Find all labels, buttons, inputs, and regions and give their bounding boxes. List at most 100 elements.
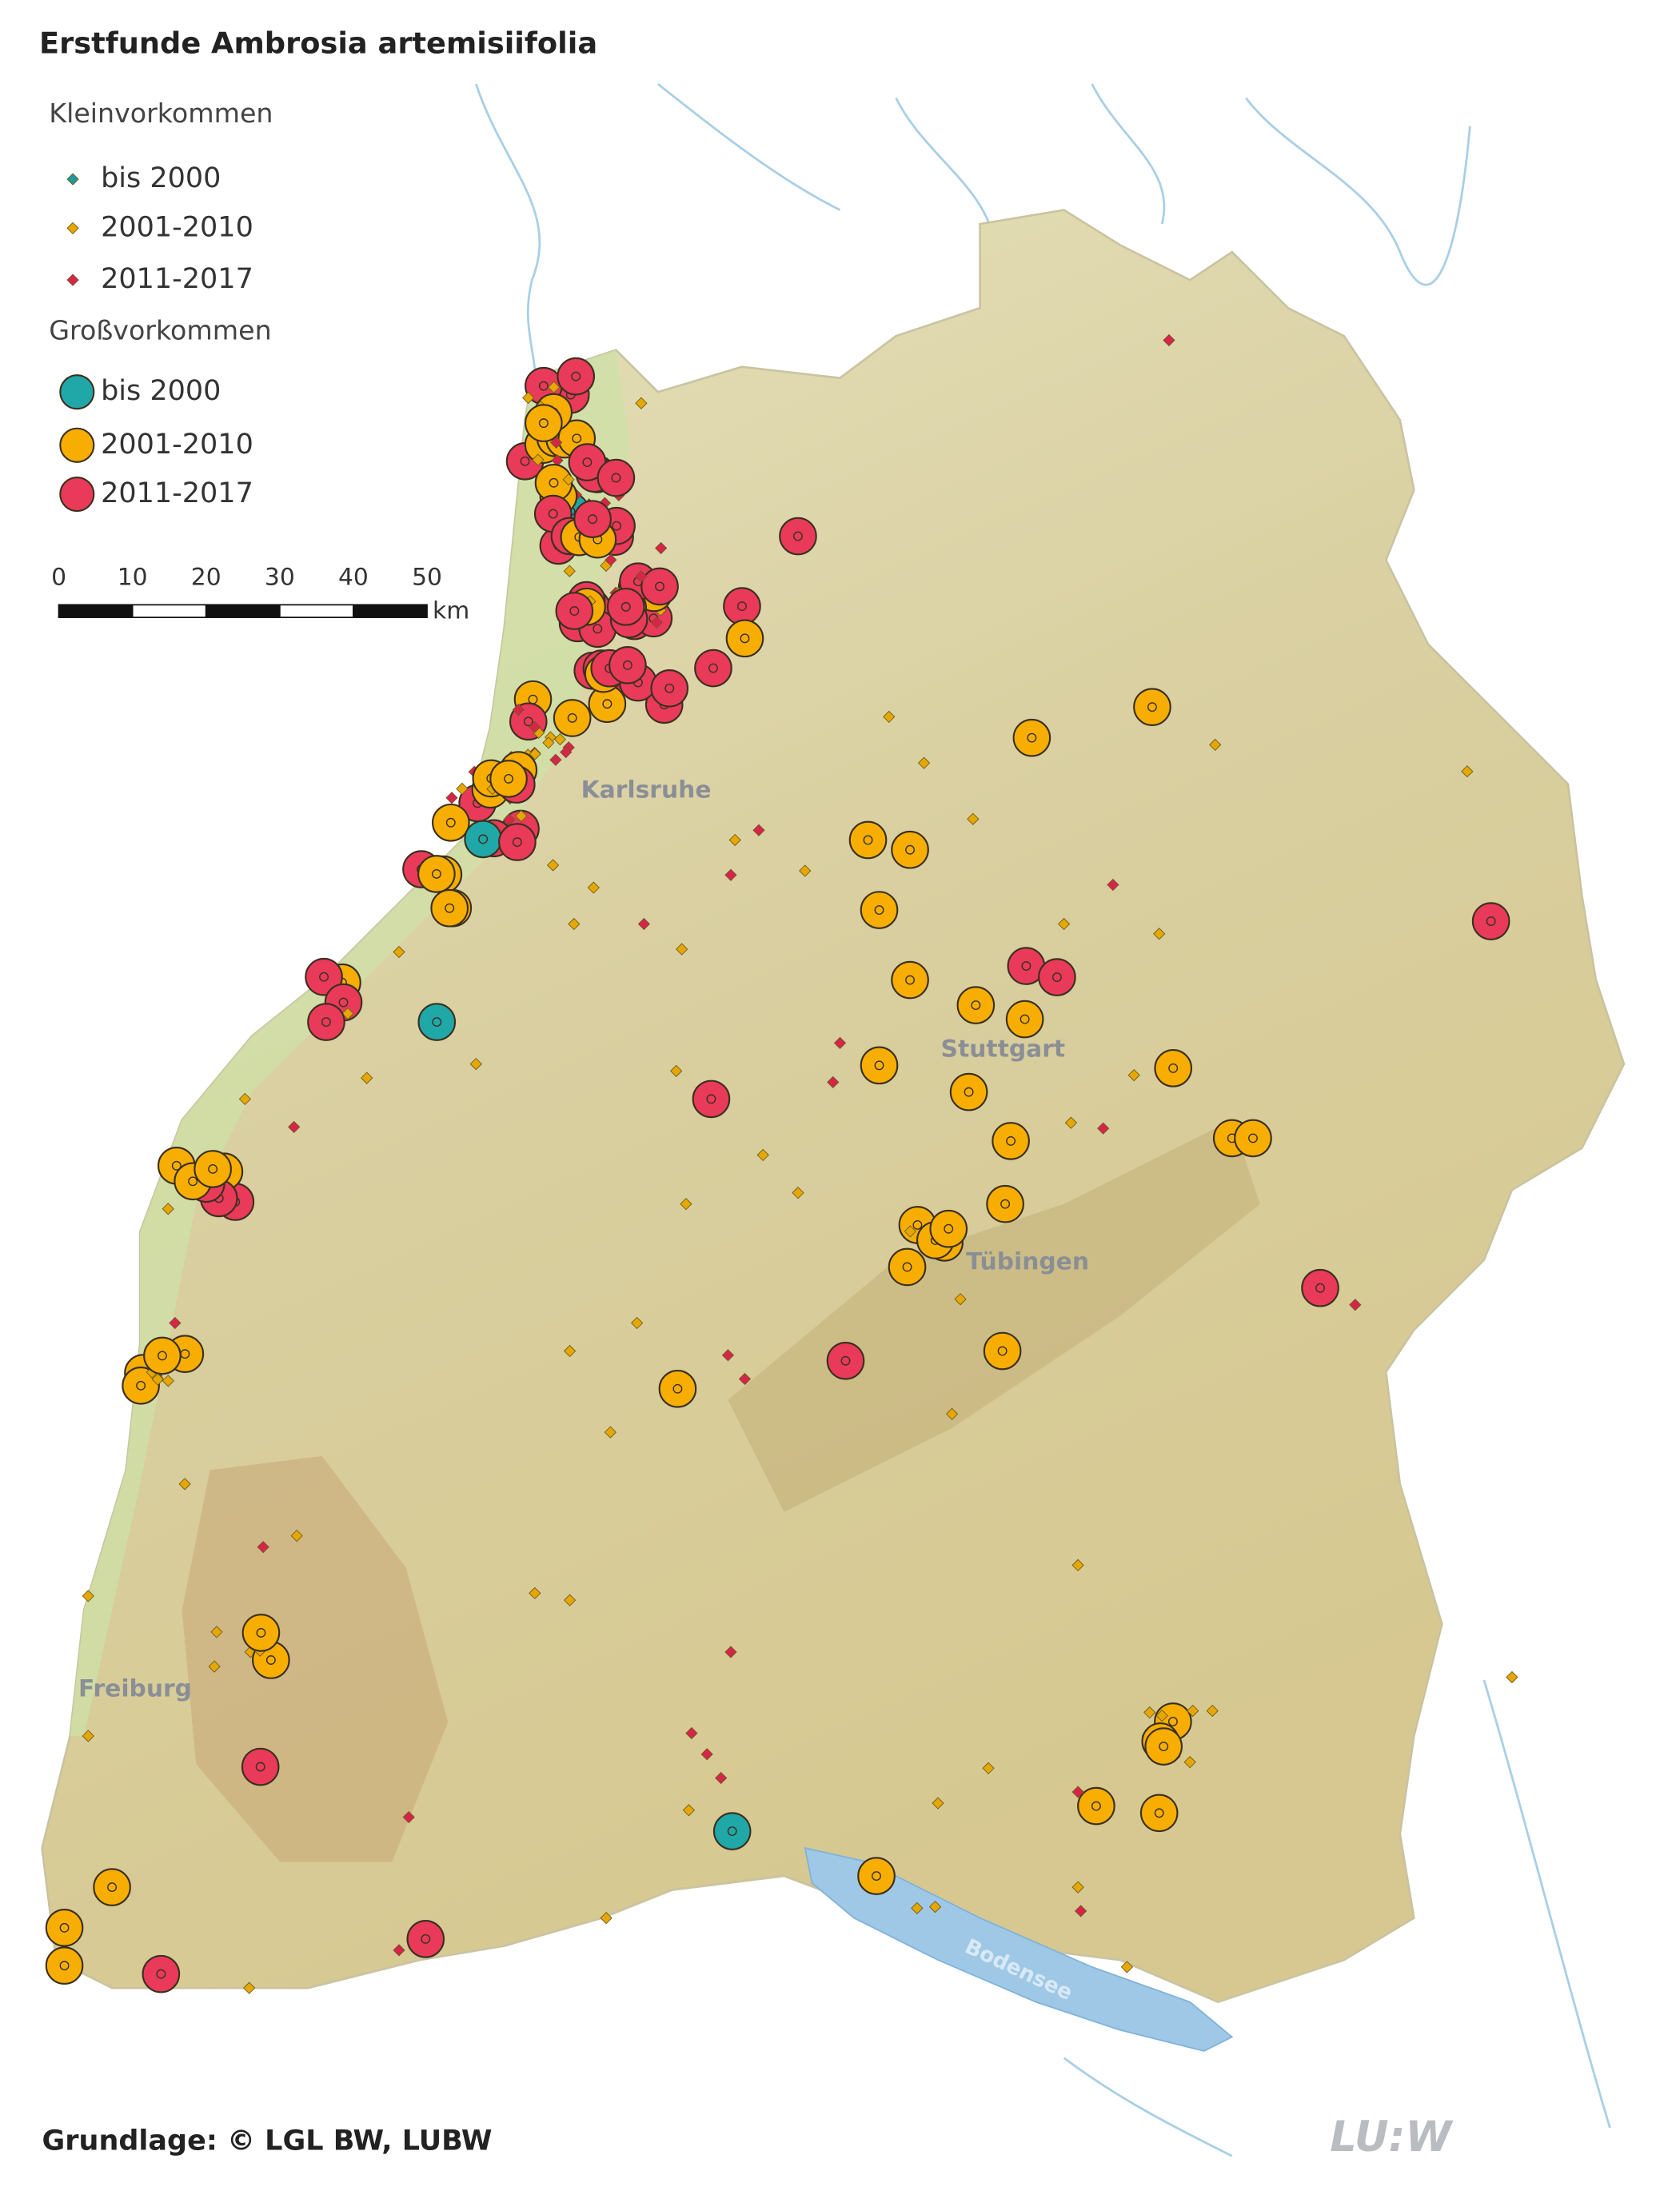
large-find	[1234, 1119, 1272, 1158]
large-find-center	[1167, 1716, 1178, 1726]
large-find	[525, 404, 563, 442]
legend-label: 2011-2017	[101, 263, 253, 295]
small-find	[635, 570, 648, 583]
small-find	[676, 943, 688, 956]
large-find	[891, 830, 929, 869]
scale-label: 40	[338, 564, 369, 592]
large-find	[1005, 1000, 1044, 1039]
small-find	[1071, 1881, 1084, 1894]
legend-symbol	[59, 374, 95, 410]
place-label: Karlsruhe	[581, 776, 712, 804]
large-find	[430, 888, 469, 928]
large-find-center	[478, 834, 489, 844]
large-find-center	[504, 773, 514, 784]
scale-unit: km	[433, 597, 469, 625]
small-find	[169, 1316, 182, 1330]
large-find-center	[655, 581, 664, 592]
small-find	[1107, 878, 1119, 892]
large-find	[658, 1369, 697, 1408]
large-find-center	[1147, 702, 1157, 712]
large-find	[983, 1331, 1022, 1371]
large-find	[606, 588, 645, 626]
small-find	[162, 1203, 174, 1215]
large-find	[609, 646, 647, 684]
large-find-center	[59, 1961, 70, 1971]
small-find	[529, 1586, 541, 1600]
small-find	[1097, 1122, 1110, 1135]
large-find	[888, 1247, 927, 1287]
small-find	[1187, 1704, 1199, 1718]
large-find-center	[1020, 1014, 1030, 1024]
large-find-center	[421, 1934, 431, 1944]
large-find	[986, 1184, 1024, 1223]
small-find	[883, 710, 896, 724]
scale-segment	[131, 604, 207, 618]
small-find	[1209, 738, 1222, 752]
large-find-center	[523, 716, 533, 727]
legend-symbol	[59, 427, 95, 463]
large-find	[417, 1003, 457, 1041]
large-find	[555, 592, 594, 630]
large-find	[553, 699, 592, 737]
small-find	[456, 782, 469, 795]
legend-label: 2001-2010	[101, 429, 253, 461]
small-find	[682, 1804, 696, 1817]
large-find-center	[136, 1380, 146, 1391]
large-find-center	[727, 1826, 737, 1836]
small-find	[728, 833, 741, 847]
small-find	[724, 868, 737, 881]
small-find	[542, 736, 555, 749]
large-find	[848, 820, 888, 860]
small-find	[546, 859, 560, 872]
large-find-center	[1051, 972, 1062, 983]
large-find-center	[1006, 1135, 1016, 1146]
legend-label: 2011-2017	[101, 477, 253, 509]
large-find	[860, 1046, 899, 1085]
large-find	[307, 1003, 345, 1041]
legend-symbol	[66, 221, 79, 235]
large-find-center	[863, 835, 873, 845]
large-find	[1301, 1268, 1339, 1307]
large-find	[860, 891, 899, 929]
swabian-alb	[728, 1119, 1260, 1512]
legend-heading: Kleinvorkommen	[49, 98, 273, 129]
large-find-center	[548, 509, 558, 519]
large-find-center	[572, 433, 582, 444]
large-find-center	[445, 817, 456, 828]
small-find	[290, 1530, 303, 1542]
large-find-center	[571, 371, 581, 381]
small-find	[162, 1375, 174, 1387]
large-find	[45, 1909, 84, 1947]
large-find	[712, 1812, 752, 1850]
large-find-center	[1000, 1199, 1011, 1209]
large-find	[464, 820, 502, 859]
scale-label: 0	[51, 564, 66, 592]
lake	[804, 1846, 1234, 2052]
large-find-center	[208, 1163, 218, 1174]
small-find	[1506, 1670, 1518, 1684]
large-find-center	[912, 1219, 923, 1230]
large-find-center	[872, 1871, 881, 1882]
large-find	[692, 1080, 731, 1119]
small-find	[911, 1902, 924, 1914]
large-find	[194, 1150, 232, 1188]
large-find	[1133, 688, 1171, 726]
large-find	[45, 1946, 84, 1985]
large-find-center	[171, 1160, 182, 1171]
small-find	[549, 753, 562, 766]
large-find-center	[520, 456, 530, 466]
scale-label: 30	[265, 564, 295, 592]
small-find	[967, 812, 980, 825]
large-find	[725, 619, 764, 658]
small-find	[563, 1594, 577, 1606]
large-find	[956, 986, 996, 1024]
small-find	[721, 1349, 735, 1362]
small-find	[82, 1730, 94, 1742]
small-find	[724, 1646, 737, 1658]
large-find-center	[431, 868, 441, 879]
large-find	[498, 823, 537, 861]
small-find	[178, 1478, 191, 1491]
small-find	[605, 553, 617, 566]
large-find-center	[445, 903, 455, 913]
